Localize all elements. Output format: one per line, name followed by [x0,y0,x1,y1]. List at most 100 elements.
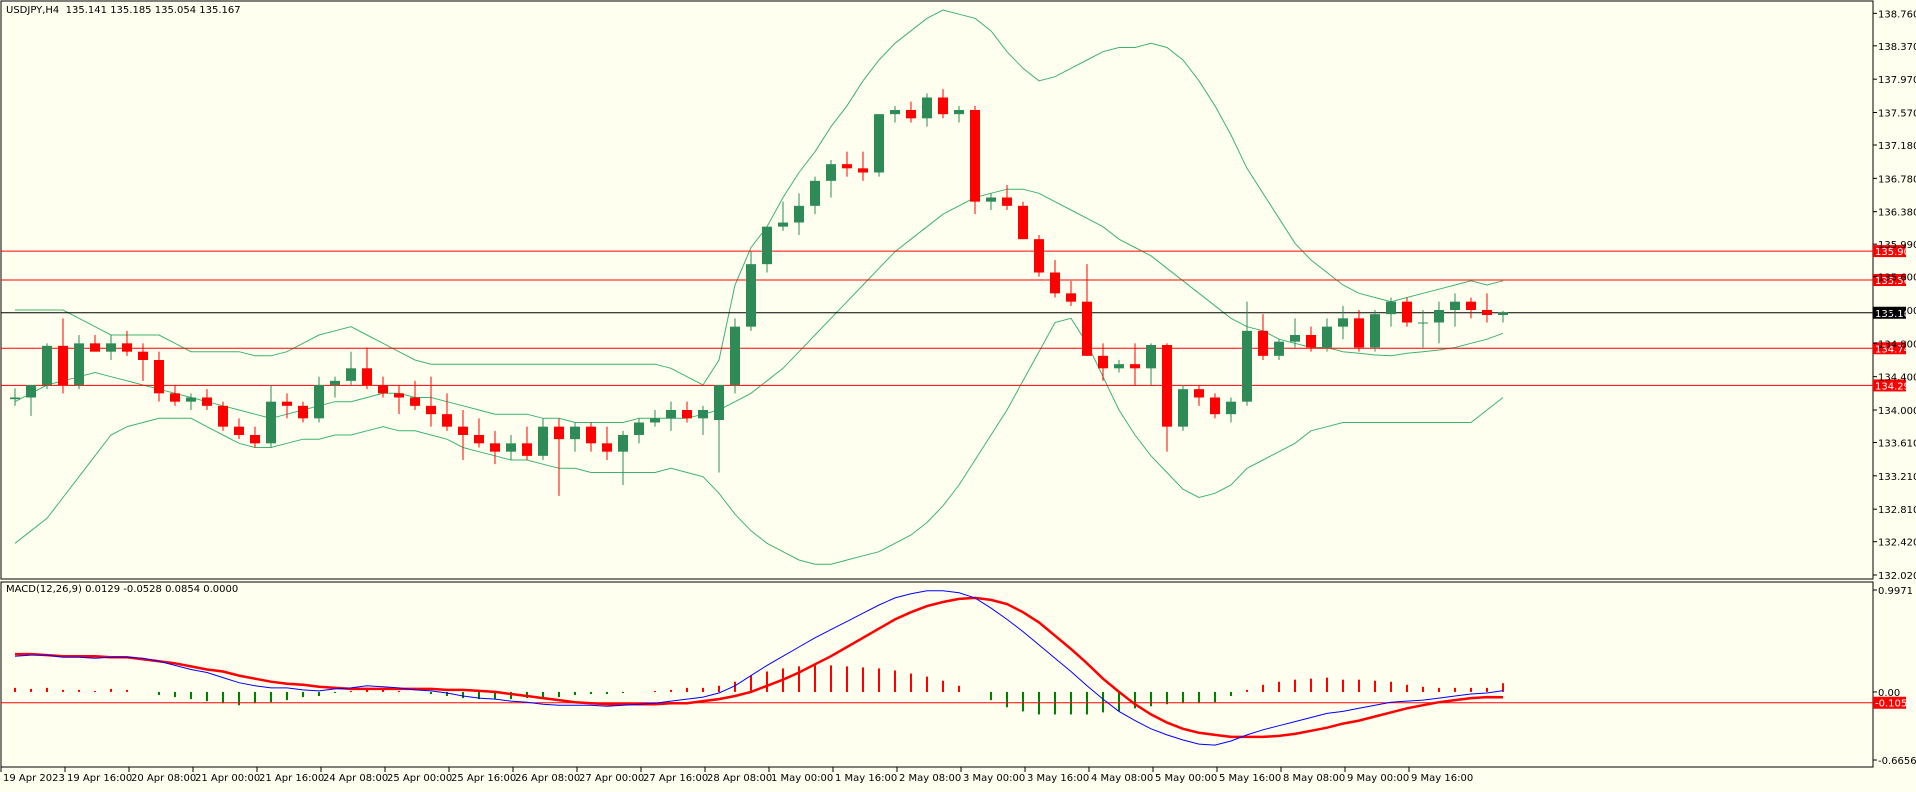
candle-body [1370,314,1380,348]
candle-body [90,343,100,352]
candle-body [298,405,308,419]
candle [986,193,996,210]
candle-body [730,326,740,385]
macd-indicator: 0.9971 0.00 -0.6656 -0.1056 [1,586,1916,767]
candle [1258,314,1268,360]
candle [842,151,852,177]
time-tick-label: 1 May 00:00 [771,773,833,784]
candle [1034,235,1044,277]
candle [586,422,596,452]
candle [618,430,628,485]
candle-body [826,164,836,181]
candle [682,401,692,423]
price-tick-label: 134.000 [1878,406,1916,417]
candle [330,376,340,398]
time-tick-label: 4 May 08:00 [1091,773,1153,784]
candle-body [1274,341,1284,356]
candle [1354,310,1364,352]
candle [1114,360,1124,373]
time-tick-label: 21 Apr 16:00 [259,773,324,784]
candle-body [42,345,52,385]
candle [1418,310,1428,348]
candle-body [1210,397,1220,415]
candle-body [330,380,340,385]
horizontal-lines[interactable]: 135.907 135.560 135.167 134.741 134.295 [1,245,1916,392]
candle [122,330,132,356]
candle [698,405,708,435]
candle-body [682,410,692,419]
candle-body [762,226,772,265]
price-tick-label: 134.800 [1878,339,1916,350]
macd-panel-border [0,581,1874,768]
time-tick-label: 9 May 00:00 [1347,773,1409,784]
macd-label: MACD(12,26,9) 0.0129 -0.0528 0.0854 0.00… [6,584,239,595]
time-tick-label: 21 Apr 00:00 [195,773,260,784]
candle [266,385,276,448]
candle-body [906,110,916,119]
time-tick-label: 1 May 16:00 [835,773,897,784]
candle-body [522,443,532,456]
candle [1178,385,1188,431]
bollinger-bands [14,9,1504,565]
candle [1194,385,1204,406]
candle [1466,297,1476,319]
candle-body [842,164,852,169]
candle [714,385,724,473]
candle-body [346,368,356,381]
candle-body [138,351,148,360]
candle-body [106,343,116,352]
candle [138,343,148,381]
macd-level-tag [1873,696,1906,709]
candle-body [570,426,580,440]
candle [202,389,212,410]
price-tick-label: 132.420 [1878,538,1916,549]
candle-body [362,368,372,385]
level-tag [1873,379,1906,392]
candle-body [778,222,788,227]
candle [1322,318,1332,352]
candle [282,393,292,419]
candle-body [1146,345,1156,369]
candle-body [394,393,404,398]
ohlc-values: 135.141 135.185 135.054 135.167 [65,5,241,16]
candle [1050,260,1060,298]
candle [314,376,324,423]
bollinger-middle-line [14,188,1504,423]
macd-tick-label: 0.9971 [1878,586,1913,597]
candle-body [1242,330,1252,402]
candles [10,89,1508,496]
candle-body [1130,364,1140,369]
candle [1450,293,1460,327]
candle-body [474,435,484,444]
candle-body [1018,205,1028,240]
candle-body [202,397,212,406]
candle [778,201,788,231]
candle-body [1402,301,1412,323]
candle [1402,297,1412,327]
candle [1130,343,1140,385]
candle-body [314,385,324,419]
candle [890,105,900,123]
candle-body [1306,335,1316,348]
candle [602,426,612,460]
candle [666,401,676,431]
price-tick-label: 133.210 [1878,472,1916,483]
candle [1370,310,1380,352]
candle-body [602,443,612,452]
candle [506,435,516,460]
candle [810,176,820,215]
macd-tick-label: 0.00 [1878,688,1900,699]
macd-main-line [14,590,1504,746]
symbol-label: USDJPY,H4 135.141 135.185 135.054 135.16… [6,5,241,16]
candle-body [58,345,68,385]
candle-body [250,435,260,444]
candle-body [650,418,660,423]
candle-body [490,443,500,452]
price-tick-label: 135.200 [1878,306,1916,317]
macd-signal-line [15,596,1504,739]
candle-body [1258,330,1268,356]
candle [858,151,868,181]
candle [58,318,68,394]
